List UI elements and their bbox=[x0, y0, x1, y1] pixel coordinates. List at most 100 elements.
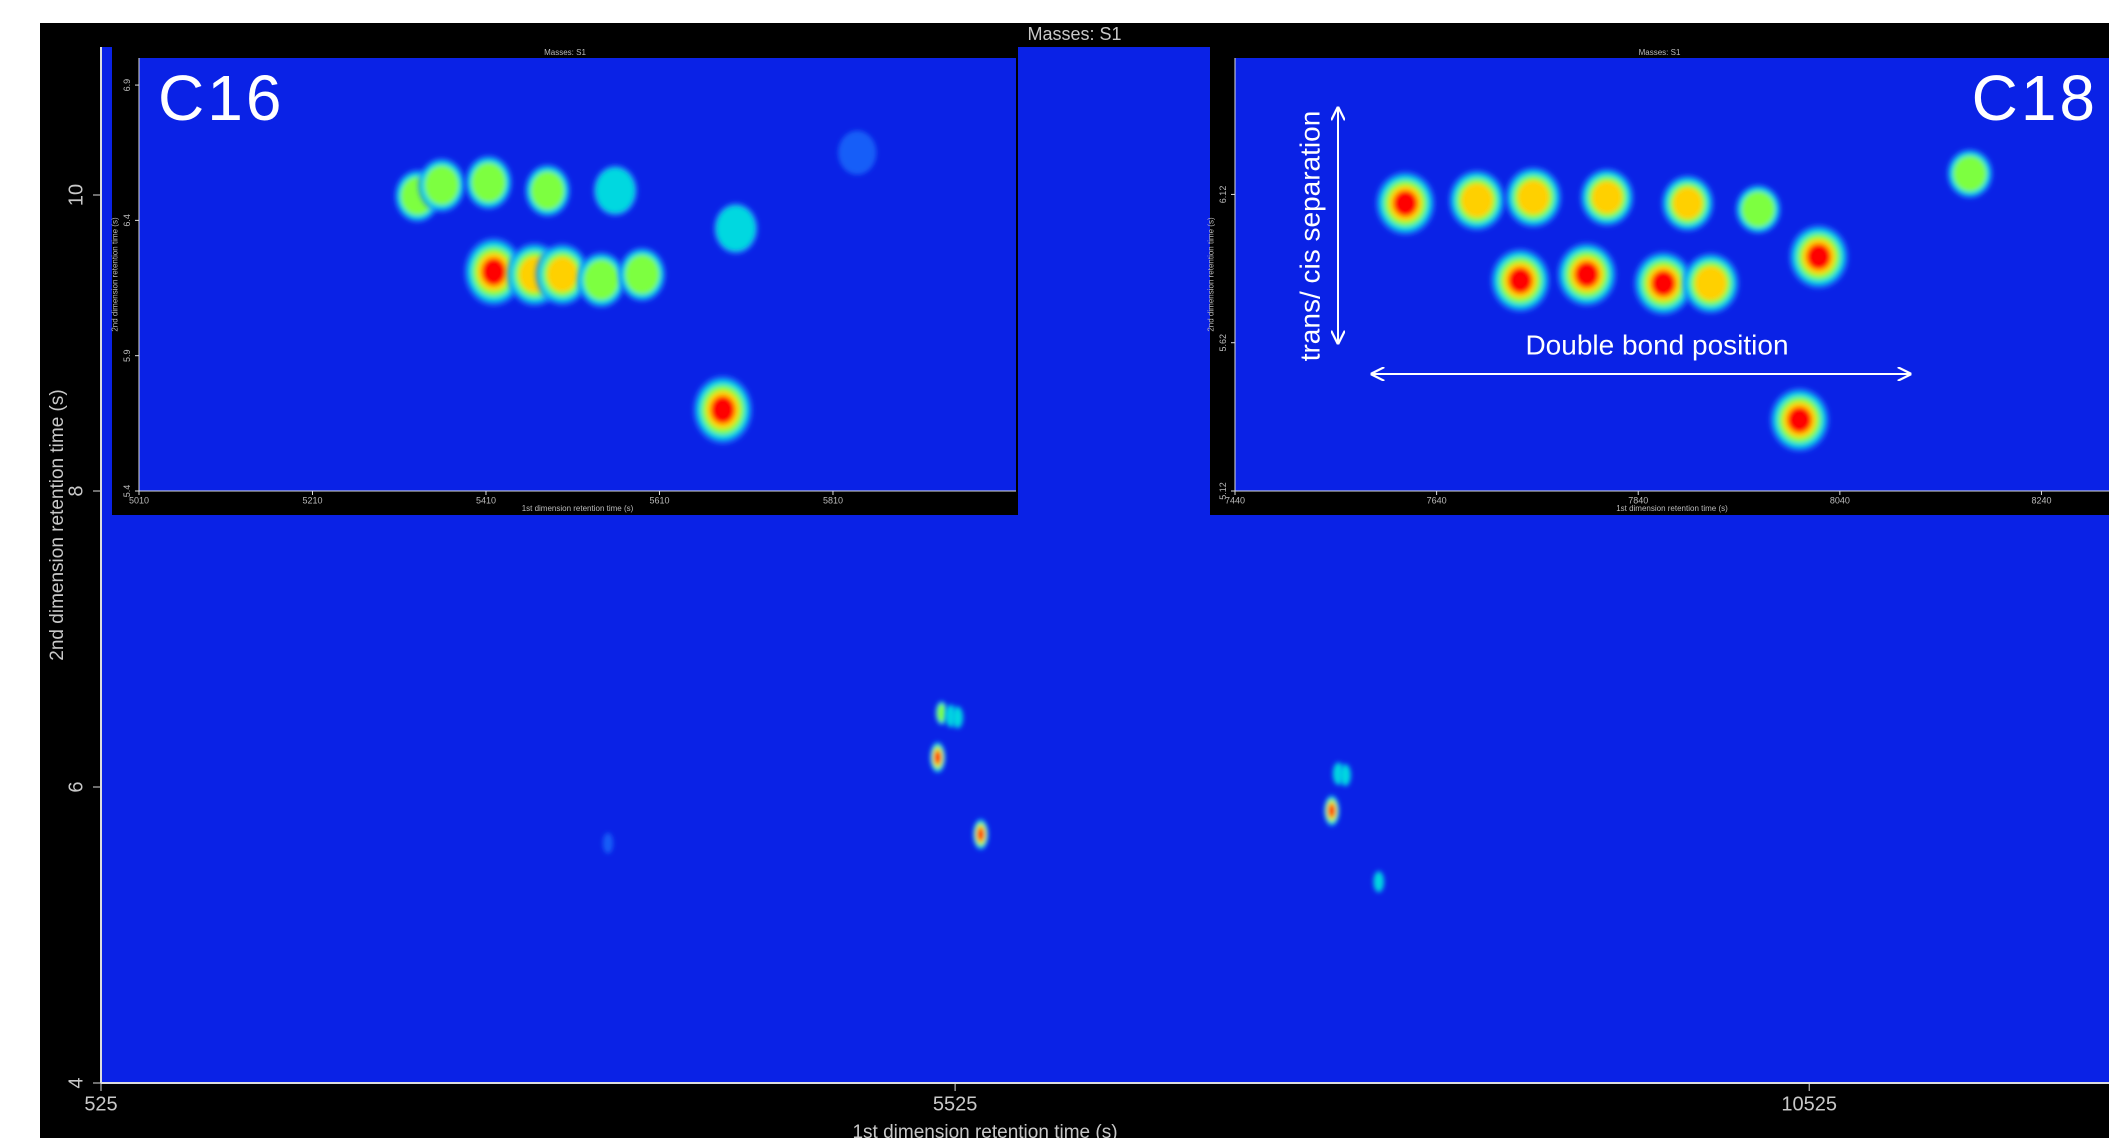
peak bbox=[929, 741, 946, 774]
x-tick-label: 8040 bbox=[1830, 496, 1850, 506]
peak bbox=[713, 202, 759, 255]
y-axis-label: 2nd dimension retention time (s) bbox=[1207, 217, 1216, 332]
peaks bbox=[394, 130, 877, 445]
x-tick-label: 525 bbox=[84, 1093, 117, 1115]
y-tick-label: 5.62 bbox=[1218, 334, 1228, 352]
peak bbox=[1556, 242, 1617, 307]
peak-core bbox=[716, 205, 756, 252]
peak bbox=[1769, 387, 1830, 453]
peak-core bbox=[1393, 190, 1418, 217]
peak-core bbox=[1591, 181, 1623, 214]
x-tick-label: 7840 bbox=[1628, 496, 1648, 506]
peak bbox=[524, 163, 571, 218]
peak bbox=[1323, 794, 1340, 827]
chart-title: Masses: S1 bbox=[1639, 48, 1681, 57]
peak-core bbox=[1340, 764, 1351, 786]
peak-core bbox=[1574, 261, 1599, 288]
peak bbox=[1735, 184, 1782, 235]
peak-core bbox=[1787, 406, 1812, 433]
peak bbox=[1448, 169, 1506, 232]
peak-core bbox=[952, 707, 963, 728]
peak-core bbox=[583, 259, 619, 301]
y-axis-label: 2nd dimension retention time (s) bbox=[47, 389, 68, 660]
y-tick-label: 6.12 bbox=[1218, 186, 1228, 204]
x-tick-label: 5525 bbox=[933, 1093, 978, 1115]
peak-core bbox=[1694, 266, 1727, 301]
peak bbox=[951, 705, 964, 730]
inset-label: C18 bbox=[1972, 62, 2098, 134]
peak bbox=[463, 237, 524, 307]
peak bbox=[1490, 248, 1551, 313]
x-axis-label: 1st dimension retention time (s) bbox=[522, 504, 634, 513]
peak-core bbox=[1672, 187, 1703, 220]
x-tick-label: 5410 bbox=[476, 496, 496, 506]
y-tick-label: 5.9 bbox=[122, 349, 132, 362]
peak-core bbox=[1806, 243, 1831, 270]
x-tick-label: 5610 bbox=[649, 496, 669, 506]
peak-core bbox=[1517, 180, 1550, 215]
peak bbox=[935, 700, 948, 726]
peak bbox=[1579, 168, 1635, 227]
peak bbox=[1373, 870, 1385, 894]
peak-core bbox=[531, 171, 565, 210]
peak bbox=[535, 243, 590, 306]
x-tick-label: 7640 bbox=[1427, 496, 1447, 506]
peak-core bbox=[1328, 804, 1335, 818]
chart-title: Masses: S1 bbox=[544, 48, 586, 57]
peak bbox=[1633, 251, 1694, 316]
peak-halo bbox=[838, 130, 877, 175]
peak-core bbox=[595, 168, 635, 214]
x-tick-label: 5810 bbox=[823, 496, 843, 506]
y-tick-label: 10 bbox=[65, 184, 87, 206]
x-axis-label: 1st dimension retention time (s) bbox=[852, 1122, 1117, 1138]
peak-core bbox=[1461, 183, 1493, 218]
x-tick-label: 10525 bbox=[1781, 1093, 1837, 1115]
peak-core bbox=[1953, 155, 1987, 192]
x-tick-label: 5210 bbox=[302, 496, 322, 506]
peak-core bbox=[1741, 191, 1775, 228]
peak-core bbox=[710, 396, 735, 424]
peak-core bbox=[934, 750, 941, 764]
y-tick-label: 8 bbox=[65, 485, 87, 496]
x-axis-label: 1st dimension retention time (s) bbox=[1616, 504, 1728, 513]
y-tick-label: 4 bbox=[65, 1077, 87, 1088]
peak bbox=[602, 832, 614, 854]
peak bbox=[1375, 171, 1436, 236]
y-tick-label: 6.9 bbox=[122, 79, 132, 92]
inset-label: C16 bbox=[158, 62, 284, 134]
y-axis-label: 2nd dimension retention time (s) bbox=[111, 217, 120, 332]
x-tick-label: 8240 bbox=[2031, 496, 2051, 506]
peak bbox=[1661, 174, 1715, 232]
peak-core bbox=[937, 704, 947, 722]
y-tick-label: 6 bbox=[65, 781, 87, 792]
peak bbox=[417, 157, 466, 213]
y-tick-label: 5.12 bbox=[1218, 482, 1228, 500]
peak bbox=[618, 246, 666, 303]
peak bbox=[464, 154, 513, 211]
peak bbox=[592, 164, 638, 217]
peak-core bbox=[547, 257, 578, 292]
x-tick-label: 5010 bbox=[129, 496, 149, 506]
peak bbox=[576, 251, 626, 309]
x-tick-label: 7440 bbox=[1225, 496, 1245, 506]
peak bbox=[1339, 763, 1352, 787]
chart-title: Masses: S1 bbox=[1027, 24, 1121, 44]
annotation: trans/ cis separation bbox=[1294, 111, 1325, 362]
peak-core bbox=[1373, 871, 1384, 892]
peak bbox=[1504, 166, 1562, 229]
annotation: Double bond position bbox=[1525, 329, 1788, 360]
y-tick-label: 6.4 bbox=[122, 214, 132, 227]
peak-core bbox=[1651, 270, 1676, 297]
peak bbox=[1788, 224, 1849, 289]
peak-halo bbox=[602, 832, 614, 854]
peak-core bbox=[625, 254, 660, 295]
peak bbox=[972, 818, 989, 851]
peak-core bbox=[977, 827, 984, 841]
peak bbox=[692, 375, 753, 445]
peaks bbox=[1375, 148, 1994, 453]
y-tick-label: 5.4 bbox=[122, 485, 132, 498]
peak-core bbox=[471, 162, 506, 203]
peak bbox=[1946, 148, 1994, 199]
